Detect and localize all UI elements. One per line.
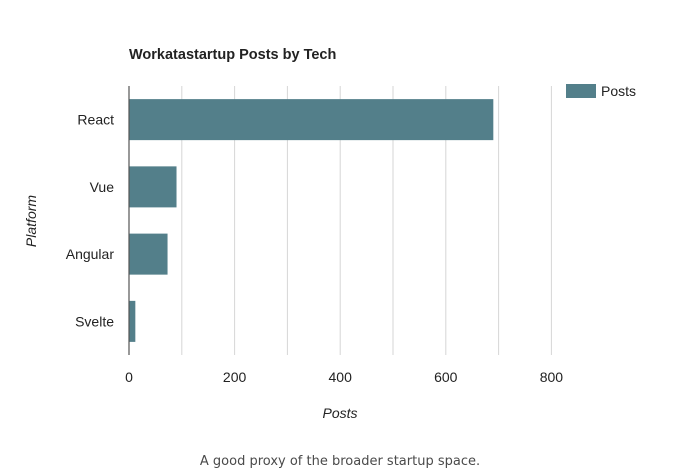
bar-vue bbox=[129, 166, 177, 208]
legend: Posts bbox=[566, 83, 636, 99]
y-axis-label: Platform bbox=[23, 195, 39, 247]
chart: Workatastartup Posts by Tech React Vue Ang… bbox=[23, 47, 636, 421]
x-axis-label: Posts bbox=[322, 405, 357, 421]
legend-label: Posts bbox=[601, 83, 636, 99]
x-tick-label: 200 bbox=[223, 369, 247, 385]
x-tick-labels: 0 200 400 600 800 bbox=[125, 369, 563, 385]
bar-svelte bbox=[129, 300, 136, 342]
legend-swatch bbox=[566, 84, 596, 98]
category-label-angular: Angular bbox=[66, 246, 115, 262]
bar-react bbox=[129, 99, 494, 141]
chart-title: Workatastartup Posts by Tech bbox=[129, 47, 336, 63]
bars bbox=[129, 99, 494, 342]
x-tick-label: 400 bbox=[329, 369, 353, 385]
figure-caption: A good proxy of the broader startup spac… bbox=[199, 454, 481, 469]
x-tick-label: 800 bbox=[540, 369, 564, 385]
category-label-svelte: Svelte bbox=[75, 313, 114, 329]
x-tick-label: 600 bbox=[434, 369, 458, 385]
category-labels: React Vue Angular Svelte bbox=[66, 112, 115, 330]
category-label-react: React bbox=[77, 112, 114, 128]
x-tick-label: 0 bbox=[125, 369, 133, 385]
bar-angular bbox=[129, 233, 168, 275]
category-label-vue: Vue bbox=[90, 179, 115, 195]
